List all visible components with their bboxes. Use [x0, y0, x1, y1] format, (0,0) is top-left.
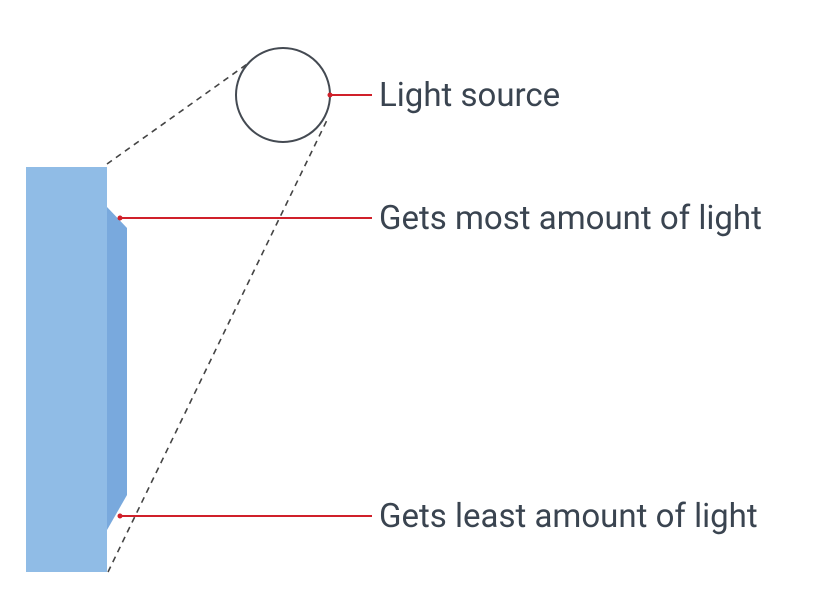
least-light-dot	[117, 513, 123, 519]
panel	[26, 167, 127, 572]
light-source-dot	[327, 92, 333, 98]
most-light-dot	[117, 215, 123, 221]
light-source-label: Light source	[379, 76, 560, 115]
lower-light-ray	[107, 117, 329, 573]
leader-dots	[117, 92, 333, 519]
panel-side-bevel	[107, 207, 127, 530]
leader-lines	[120, 94, 372, 517]
least-light-label: Gets least amount of light	[379, 497, 758, 536]
light-source-circle	[235, 47, 331, 143]
light-rays	[106, 61, 329, 573]
upper-light-ray	[106, 61, 251, 165]
most-light-label: Gets most amount of light	[379, 199, 762, 238]
panel-face	[26, 167, 107, 572]
